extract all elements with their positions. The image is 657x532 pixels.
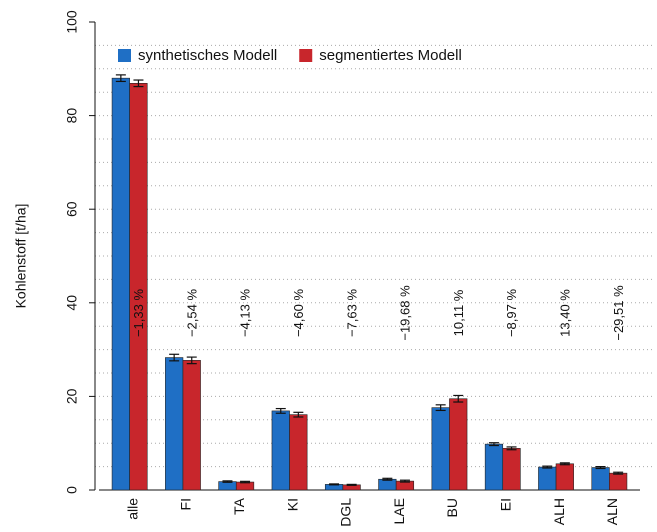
error-bar bbox=[115, 74, 126, 83]
bar bbox=[591, 467, 610, 491]
legend-swatch bbox=[118, 49, 131, 62]
x-tick-label: DGL bbox=[338, 498, 354, 527]
bar bbox=[271, 410, 290, 491]
error-bar bbox=[399, 479, 410, 483]
y-axis-label: Kohlenstoff [t/ha] bbox=[13, 204, 29, 309]
bar bbox=[502, 448, 521, 491]
x-tick-label: ALN bbox=[604, 498, 620, 525]
x-tick-label: TA bbox=[231, 497, 247, 515]
error-bar bbox=[613, 471, 624, 475]
annotation: −4,13 % bbox=[238, 289, 253, 338]
bar bbox=[129, 83, 148, 491]
annotation: −29,51 % bbox=[611, 285, 626, 341]
error-bar bbox=[186, 356, 197, 365]
annotation: −8,97 % bbox=[504, 289, 519, 338]
annotation: 13,40 % bbox=[557, 289, 572, 337]
bar bbox=[449, 398, 468, 491]
error-bar bbox=[506, 446, 517, 451]
y-tick-label: 0 bbox=[64, 486, 80, 494]
error-bar bbox=[453, 394, 464, 403]
bar bbox=[111, 77, 130, 491]
annotation: −7,63 % bbox=[344, 289, 359, 338]
x-tick-label: KI bbox=[284, 498, 300, 511]
bar bbox=[538, 466, 557, 491]
x-tick-label: EI bbox=[497, 498, 513, 511]
bar bbox=[289, 414, 308, 491]
bar bbox=[431, 407, 450, 491]
error-bar bbox=[240, 480, 251, 484]
bar bbox=[182, 360, 201, 491]
y-tick-label: 40 bbox=[64, 295, 80, 311]
error-bar bbox=[293, 411, 304, 418]
error-bar bbox=[559, 462, 570, 466]
annotation: −1,33 % bbox=[131, 289, 146, 338]
y-tick-label: 80 bbox=[64, 108, 80, 124]
error-bar bbox=[329, 483, 340, 486]
annotation: 10,11 % bbox=[451, 289, 466, 336]
bar bbox=[165, 357, 184, 491]
legend-swatch bbox=[299, 49, 313, 62]
bar bbox=[484, 443, 504, 491]
annotation: −2,54 % bbox=[184, 289, 199, 338]
bar bbox=[555, 463, 574, 491]
bar bbox=[378, 478, 397, 491]
y-tick-label: 20 bbox=[64, 388, 80, 404]
error-bar bbox=[435, 404, 446, 412]
error-bar bbox=[133, 79, 144, 88]
y-tick-label: 60 bbox=[64, 201, 80, 217]
error-bar bbox=[595, 466, 606, 470]
y-tick-label: 100 bbox=[64, 10, 80, 34]
error-bar bbox=[169, 353, 180, 362]
x-tick-label: FI bbox=[178, 498, 194, 510]
annotation: −19,68 % bbox=[398, 285, 413, 341]
x-tick-label: LAE bbox=[391, 498, 407, 524]
error-bar bbox=[542, 465, 553, 469]
error-bar bbox=[275, 407, 286, 414]
x-tick-label: alle bbox=[124, 498, 140, 520]
legend-label: synthetisches Modell bbox=[138, 47, 277, 64]
bar bbox=[609, 472, 628, 491]
error-bar bbox=[382, 477, 393, 481]
x-tick-label: BU bbox=[444, 498, 460, 517]
error-bar bbox=[222, 480, 233, 483]
legend-label: segmentiertes Modell bbox=[319, 47, 462, 64]
x-tick-label: ALH bbox=[551, 498, 567, 525]
error-bar bbox=[346, 483, 357, 486]
annotation: −4,60 % bbox=[291, 289, 306, 338]
error-bar bbox=[488, 442, 499, 447]
